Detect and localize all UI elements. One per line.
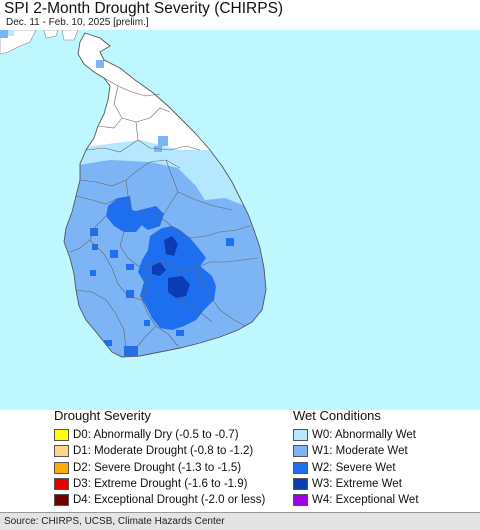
legend-label-d3: D3: Extreme Drought (-1.6 to -1.9) [73, 478, 248, 491]
w2-cell [184, 312, 194, 320]
legend-label-d4: D4: Exceptional Drought (-2.0 or less) [73, 494, 266, 507]
legend-label-w3: W3: Extreme Wet [312, 478, 402, 491]
w2-cell [176, 330, 184, 336]
swatch-w0 [293, 429, 308, 442]
legend-label-w0: W0: Abnormally Wet [312, 429, 416, 442]
district-boundaries [69, 77, 259, 353]
legend-item-w1: W1: Moderate Wet [293, 443, 419, 459]
w2-cell [92, 244, 98, 250]
source-credit: Source: CHIRPS, UCSB, Climate Hazards Ce… [4, 516, 225, 527]
w2-west [106, 196, 146, 232]
legend-drought-heading: Drought Severity [54, 408, 151, 423]
legend-label-w2: W2: Severe Wet [312, 461, 396, 474]
w1-north-patch [96, 60, 104, 68]
w2-cell [126, 264, 134, 270]
w2-cell [124, 346, 138, 356]
w2-cell [126, 290, 134, 298]
legend-item-w0: W0: Abnormally Wet [293, 427, 419, 443]
legend-item-d3: D3: Extreme Drought (-1.6 to -1.9) [54, 476, 265, 492]
map-subtitle: Dec. 11 - Feb. 10, 2025 [prelim.] [6, 17, 149, 28]
swatch-d2 [54, 461, 69, 474]
swatch-w1 [293, 445, 308, 458]
w3-zone-3 [168, 276, 190, 298]
swatch-w3 [293, 478, 308, 491]
legend-label-d0: D0: Abnormally Dry (-0.5 to -0.7) [73, 429, 239, 442]
legend-item-d4: D4: Exceptional Drought (-2.0 or less) [54, 492, 265, 508]
legend-item-d0: D0: Abnormally Dry (-0.5 to -0.7) [54, 427, 265, 443]
swatch-w4 [293, 494, 308, 507]
legend-item-d1: D1: Moderate Drought (-0.8 to -1.2) [54, 443, 265, 459]
w2-cell [90, 270, 96, 276]
legend-wet-heading: Wet Conditions [293, 408, 381, 423]
w2-cell [90, 228, 98, 236]
legend-drought-severity: Drought Severity D0: Abnormally Dry (-0.… [54, 408, 265, 508]
swatch-d0 [54, 429, 69, 442]
legend-label-w4: W4: Exceptional Wet [312, 494, 419, 507]
w2-cell [104, 340, 112, 346]
island [64, 33, 266, 357]
w2-cell [110, 250, 118, 258]
legend-label-d1: D1: Moderate Drought (-0.8 to -1.2) [73, 445, 254, 458]
w3-zone-2 [152, 262, 166, 276]
legend-item-d2: D2: Severe Drought (-1.3 to -1.5) [54, 460, 265, 476]
w1-north-patch [158, 136, 168, 146]
legend-item-w4: W4: Exceptional Wet [293, 492, 419, 508]
legend-wet-conditions: Wet Conditions W0: Abnormally Wet W1: Mo… [293, 408, 419, 508]
legend-item-w3: W3: Extreme Wet [293, 476, 419, 492]
swatch-d4 [54, 494, 69, 507]
drought-map [0, 30, 480, 410]
swatch-w2 [293, 461, 308, 474]
legend-label-d2: D2: Severe Drought (-1.3 to -1.5) [73, 461, 242, 474]
mainland-coast-2 [43, 30, 59, 39]
w2-cell [226, 238, 234, 246]
swatch-d1 [54, 445, 69, 458]
map-title: SPI 2-Month Drought Severity (CHIRPS) [4, 0, 284, 17]
w2-cell [144, 320, 150, 326]
mainland-wet-cell [8, 30, 14, 36]
swatch-d3 [54, 478, 69, 491]
legend-item-w2: W2: Severe Wet [293, 460, 419, 476]
footer-bar: Source: CHIRPS, UCSB, Climate Hazards Ce… [0, 512, 480, 530]
mainland-wet-cell [0, 30, 8, 38]
w3-zone [164, 236, 178, 256]
legend-label-w1: W1: Moderate Wet [312, 445, 408, 458]
mainland-coast-3 [61, 30, 79, 41]
